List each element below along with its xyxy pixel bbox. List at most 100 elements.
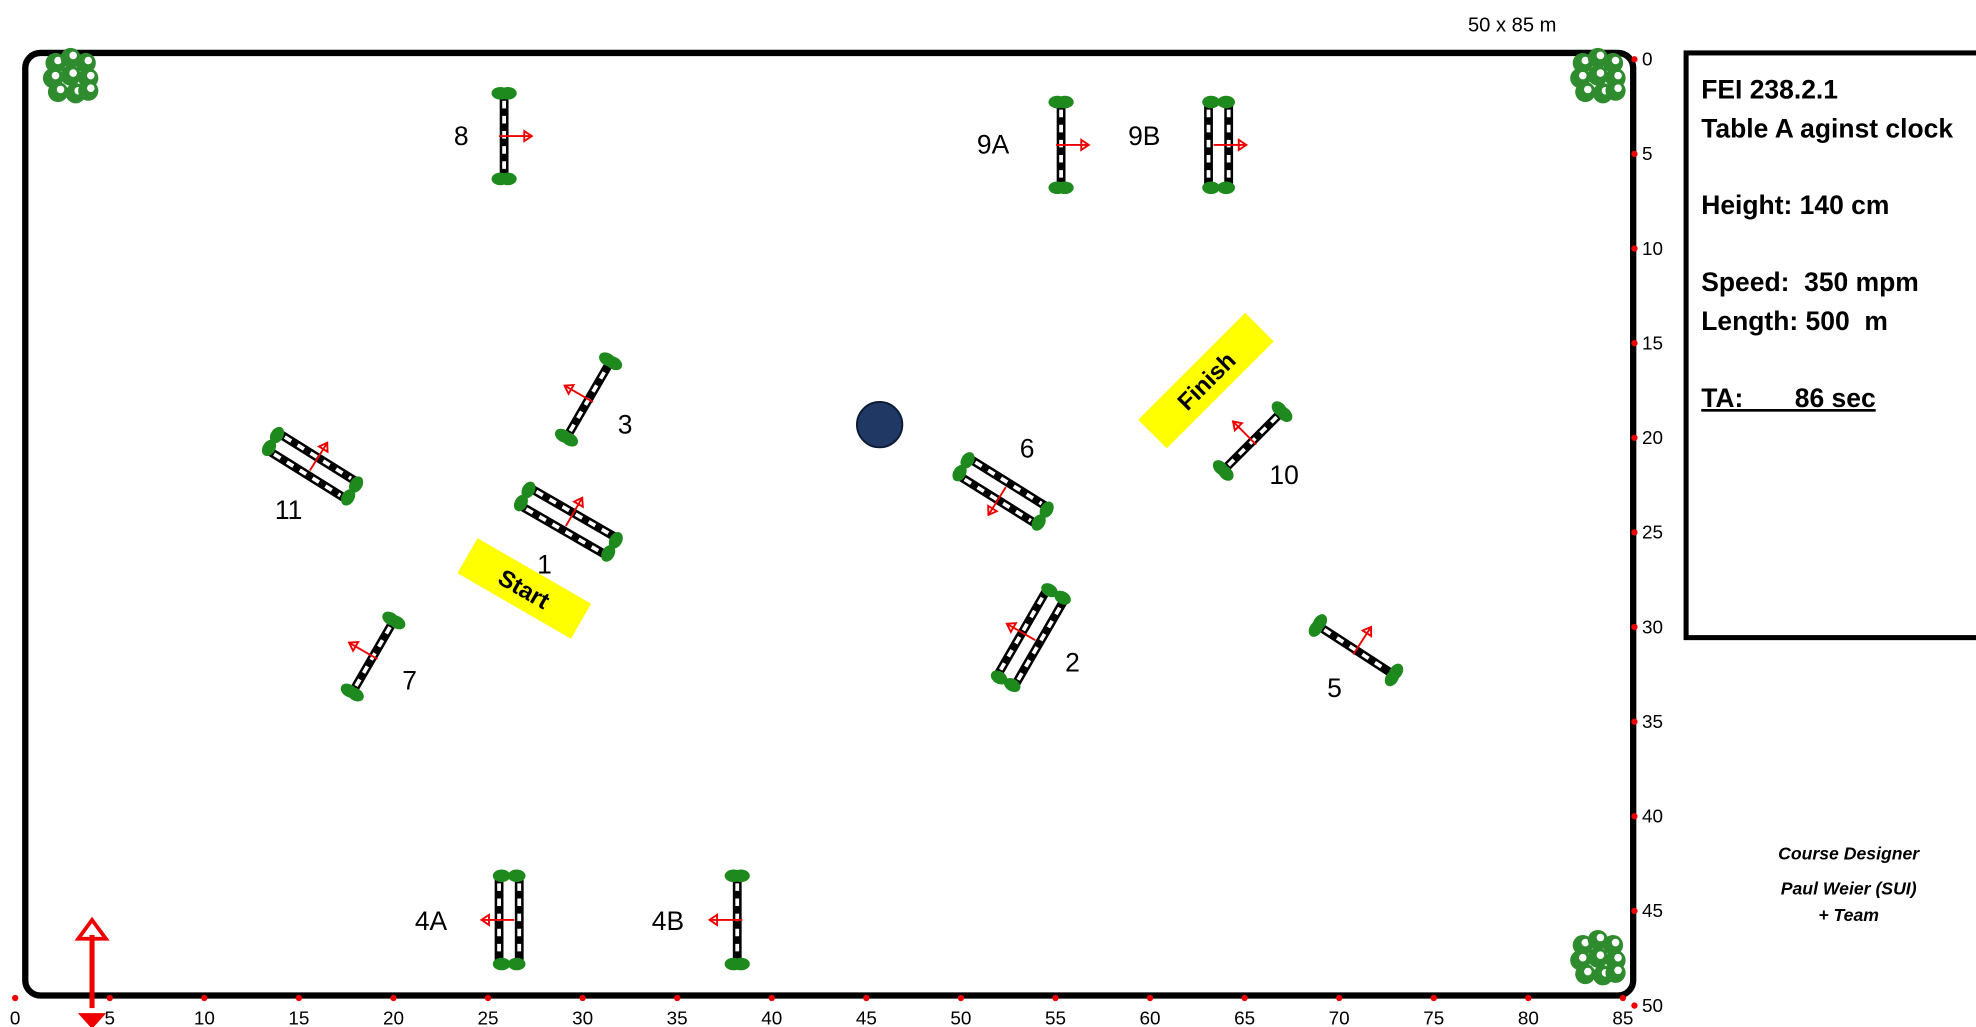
obstacle [1202, 95, 1249, 195]
obstacle [952, 452, 1054, 531]
obstacle-number: 6 [1020, 433, 1035, 463]
finish-marker: Finish [1138, 312, 1274, 449]
bush-flower [1581, 938, 1590, 947]
direction-arrow-head [572, 496, 584, 509]
direction-arrow-head [523, 129, 534, 143]
bush-flower [1578, 71, 1587, 80]
obstacle-number: 7 [402, 665, 417, 695]
pole-stripe [283, 435, 353, 480]
direction-arrow-head [1237, 138, 1249, 152]
scale-dot [768, 994, 775, 1002]
wing [349, 476, 364, 493]
direction-arrow [1006, 622, 1036, 641]
scale-dot [863, 994, 870, 1002]
scale-dot [1336, 994, 1343, 1002]
wing [521, 481, 536, 499]
y-scale-label: 15 [1642, 333, 1663, 354]
scale-dot [1619, 994, 1627, 1002]
scale-dot [484, 994, 492, 1002]
bush-flower [51, 71, 60, 80]
scale-dot [1525, 994, 1532, 1002]
scale-dot [106, 994, 113, 1002]
scale-dot [1430, 994, 1437, 1002]
wing [952, 464, 967, 482]
direction-arrow-head [1080, 138, 1091, 152]
direction-arrow-head [563, 383, 576, 396]
direction-arrow-head [316, 441, 329, 454]
bush-flower [1581, 56, 1590, 65]
bush-flower [1578, 953, 1587, 962]
wing [492, 957, 511, 971]
wing [990, 670, 1008, 685]
y-scale-label: 0 [1642, 50, 1653, 71]
wing [261, 439, 277, 457]
scale-arrow [74, 916, 110, 1027]
pole-stripe [974, 460, 1043, 506]
wing [1217, 181, 1235, 195]
bush-flower [1596, 951, 1605, 959]
bush-flower [87, 71, 95, 80]
wing [724, 957, 743, 971]
x-scale-label: 40 [761, 1008, 782, 1027]
obstacle [513, 481, 623, 562]
scale-dot [390, 994, 397, 1002]
bush-flower [1584, 85, 1592, 94]
bush-flower [84, 56, 93, 65]
wing [1218, 465, 1234, 481]
scale-dot [1631, 623, 1638, 631]
obstacle-number: 8 [454, 121, 469, 151]
y-scale-label: 30 [1642, 617, 1663, 638]
scale-dot [1631, 56, 1638, 63]
y-scale-label: 50 [1642, 996, 1663, 1017]
pole-stripe [963, 477, 1032, 523]
wing [347, 687, 364, 702]
wing [724, 869, 743, 883]
scale-dot [1631, 150, 1638, 158]
wing [1039, 501, 1054, 518]
direction-arrow-head [1231, 420, 1244, 433]
designer-team: + Team [1818, 905, 1879, 925]
scale-dot [1241, 994, 1248, 1002]
y-scale-label: 45 [1642, 901, 1663, 922]
direction-arrow-head [479, 913, 490, 927]
wing [507, 957, 526, 971]
obstacle [1048, 95, 1091, 195]
scale-dot [295, 994, 303, 1002]
pole-stripe [273, 452, 342, 498]
y-scale-label: 40 [1642, 807, 1663, 828]
obstacle [1308, 614, 1404, 687]
bush-flower [69, 51, 77, 60]
bush-flower [1611, 56, 1620, 65]
x-scale-label: 0 [10, 1008, 21, 1027]
start-marker: Start [457, 538, 592, 639]
direction-arrow [1232, 420, 1257, 446]
obstacle [1212, 401, 1293, 481]
direction-arrow [309, 442, 329, 472]
bush-flower [1614, 84, 1622, 92]
scale-dot [1631, 339, 1638, 347]
scale-dot [1631, 245, 1638, 252]
direction-arrow [348, 641, 378, 660]
scale-dot [674, 994, 681, 1002]
wing [491, 86, 510, 100]
obstacle-number: 11 [275, 495, 302, 525]
obstacle-number: 3 [618, 409, 633, 439]
obstacle [491, 86, 534, 186]
wing [388, 615, 406, 630]
x-scale-label: 80 [1518, 1008, 1539, 1027]
designer-title: Course Designer [1778, 843, 1920, 863]
bush-flower [87, 84, 95, 92]
wing [1054, 590, 1071, 605]
wing [561, 432, 579, 447]
obstacle-number: 9B [1128, 121, 1160, 151]
scale-dot [579, 994, 586, 1002]
x-scale-label: 65 [1234, 1008, 1255, 1027]
arena-size: 50 x 85 m [1468, 15, 1557, 37]
bush-flower [1584, 967, 1592, 976]
bush-flower [1614, 71, 1622, 80]
direction-arrow-head [987, 504, 999, 517]
wing [1384, 669, 1400, 687]
x-scale-label: 45 [856, 1008, 877, 1027]
wing [513, 494, 528, 512]
x-scale-label: 35 [667, 1008, 688, 1027]
